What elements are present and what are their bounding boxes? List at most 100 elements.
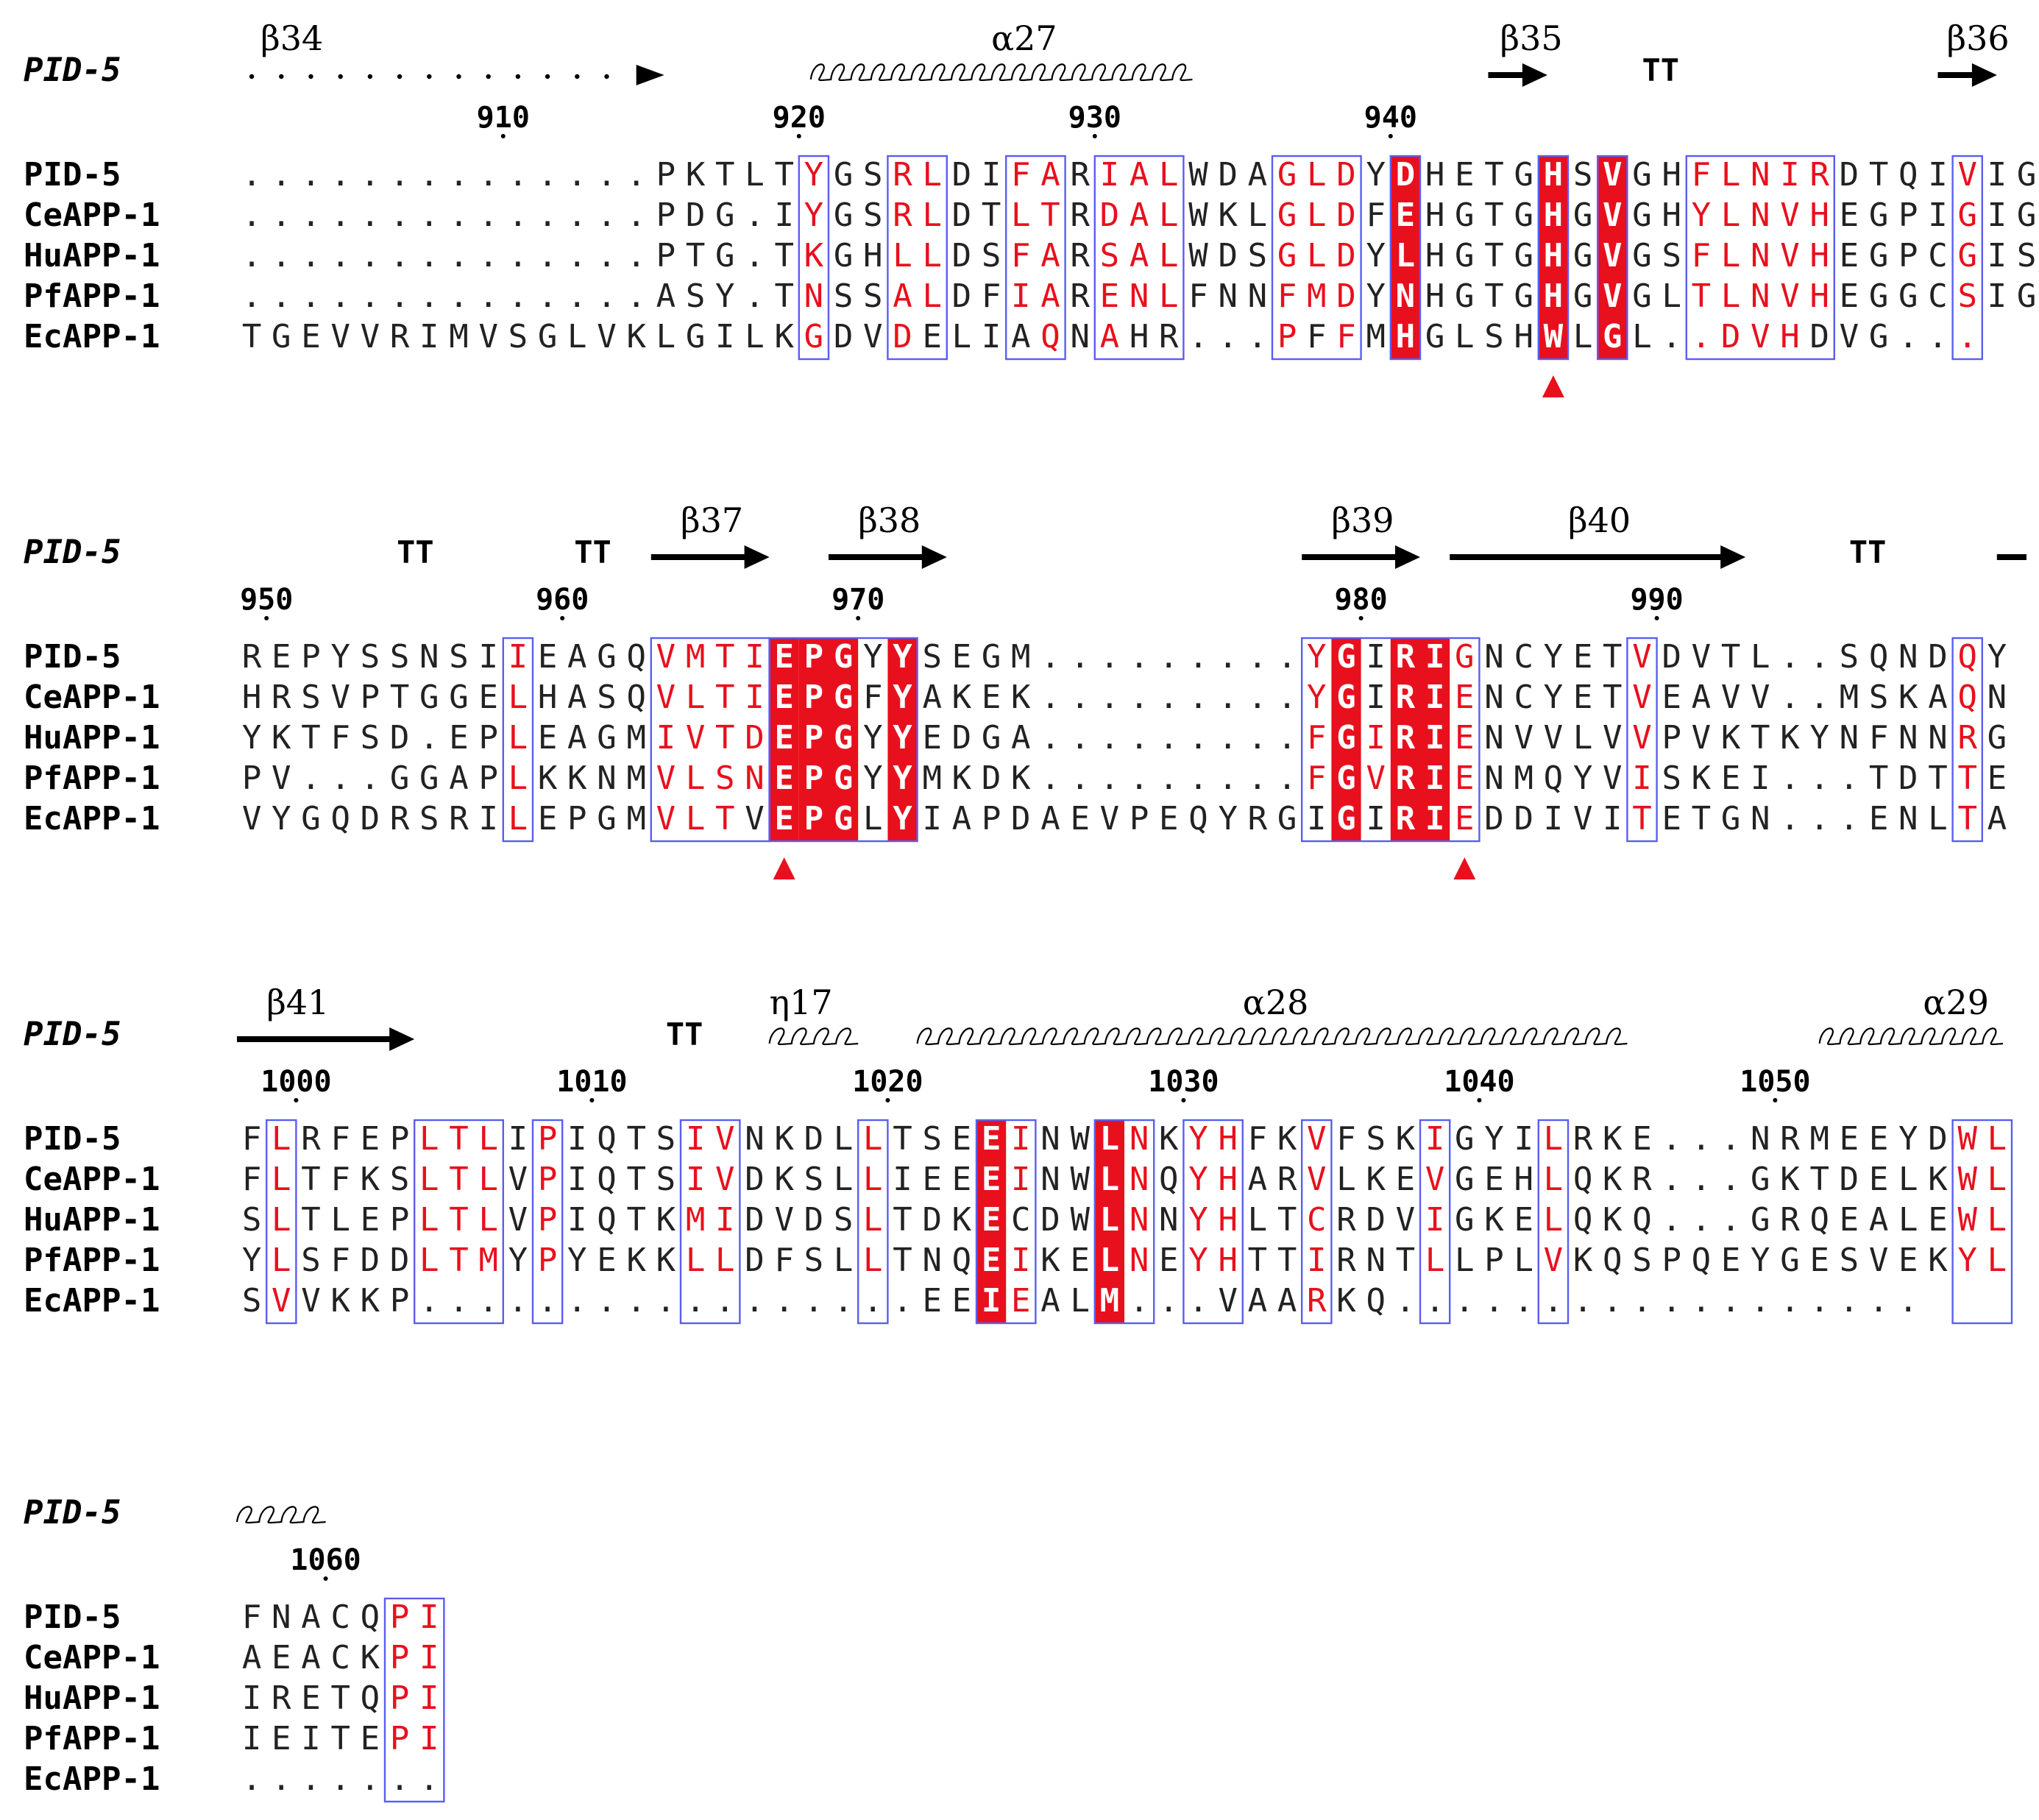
residue: T bbox=[1632, 800, 1652, 838]
residue: L bbox=[922, 237, 942, 275]
residue: E bbox=[952, 638, 972, 676]
residue: T bbox=[715, 679, 735, 716]
residue: H bbox=[1514, 1161, 1533, 1198]
residue: S bbox=[2017, 237, 2037, 275]
residue: V bbox=[656, 759, 676, 797]
residue: . bbox=[301, 1760, 321, 1798]
residue: I bbox=[567, 1161, 587, 1198]
residue: M bbox=[1809, 1120, 1829, 1158]
residue: G bbox=[804, 318, 824, 355]
residue: L bbox=[1455, 1242, 1475, 1279]
residue: G bbox=[1336, 759, 1356, 797]
residue: . bbox=[597, 156, 617, 194]
residue: L bbox=[1100, 1201, 1120, 1239]
residue: L bbox=[1159, 277, 1179, 315]
residue: Q bbox=[1040, 318, 1060, 355]
residue: D bbox=[922, 1201, 942, 1239]
residue: H bbox=[1544, 237, 1564, 275]
residue: R bbox=[390, 800, 410, 838]
sequence-name: PID-5 bbox=[24, 1120, 121, 1158]
residue: P bbox=[478, 719, 498, 757]
residue: Y bbox=[1307, 679, 1327, 716]
residue: D bbox=[952, 196, 972, 234]
conservation-box bbox=[1596, 155, 1628, 361]
residue: D bbox=[1336, 277, 1356, 315]
residue: D bbox=[1840, 1161, 1859, 1198]
residue: A bbox=[567, 638, 587, 676]
residue: I bbox=[1987, 156, 2007, 194]
residue: G bbox=[1455, 277, 1475, 315]
residue: L bbox=[863, 1161, 883, 1198]
residue: K bbox=[1780, 719, 1800, 757]
residue: R bbox=[1336, 1201, 1356, 1239]
residue: T bbox=[301, 719, 321, 757]
residue: F bbox=[1366, 196, 1386, 234]
residue: T bbox=[301, 1201, 321, 1239]
residue: Q bbox=[626, 679, 646, 716]
residue: Y bbox=[893, 759, 912, 797]
residue: Q bbox=[1603, 1242, 1623, 1279]
residue: D bbox=[745, 719, 765, 757]
residue: I bbox=[1987, 237, 2007, 275]
residue: I bbox=[1307, 800, 1327, 838]
residue: . bbox=[301, 196, 321, 234]
residue: . bbox=[508, 237, 528, 275]
residue: F bbox=[242, 1161, 262, 1198]
residue: . bbox=[567, 277, 587, 315]
residue: . bbox=[1869, 1282, 1889, 1320]
residue: D bbox=[1396, 156, 1416, 194]
ruler-tick bbox=[796, 134, 801, 138]
residue: P bbox=[390, 1282, 410, 1320]
residue: E bbox=[1455, 719, 1475, 757]
residue: I bbox=[715, 1201, 735, 1239]
conservation-box bbox=[502, 637, 534, 843]
residue: E bbox=[922, 719, 942, 757]
residue: Y bbox=[1366, 237, 1386, 275]
residue: R bbox=[1780, 1120, 1800, 1158]
residue: E bbox=[538, 719, 558, 757]
residue: E bbox=[1928, 1201, 1948, 1239]
residue: . bbox=[330, 1760, 350, 1798]
residue: . bbox=[1662, 1282, 1681, 1320]
residue: I bbox=[242, 1679, 262, 1717]
residue: T bbox=[1957, 759, 1977, 797]
residue: A bbox=[1248, 1161, 1268, 1198]
residue: I bbox=[1307, 1242, 1327, 1279]
residue: Q bbox=[361, 1679, 380, 1717]
strand-label: β36 bbox=[1947, 18, 2010, 58]
residue: A bbox=[1987, 800, 2007, 838]
structure-track-label: PID-5 bbox=[24, 52, 121, 89]
residue: L bbox=[715, 1242, 735, 1279]
residue: A bbox=[1100, 318, 1120, 355]
residue: R bbox=[1159, 318, 1179, 355]
residue: G bbox=[1632, 156, 1652, 194]
residue: I bbox=[982, 156, 1001, 194]
residue: M bbox=[478, 1242, 498, 1279]
residue: E bbox=[1159, 800, 1179, 838]
residue: T bbox=[1721, 638, 1741, 676]
residue: V bbox=[1307, 1120, 1327, 1158]
ruler-tick bbox=[1773, 1098, 1778, 1102]
residue: I bbox=[1366, 800, 1386, 838]
residue: G bbox=[1336, 719, 1356, 757]
residue: F bbox=[1336, 318, 1356, 355]
residue: S bbox=[301, 1242, 321, 1279]
residue: K bbox=[538, 759, 558, 797]
residue: G bbox=[1425, 318, 1445, 355]
residue: G bbox=[1455, 1201, 1475, 1239]
residue: L bbox=[1425, 1242, 1445, 1279]
residue: E bbox=[1159, 1242, 1179, 1279]
residue: Y bbox=[1366, 156, 1386, 194]
residue: V bbox=[1721, 679, 1741, 716]
active-site-marker bbox=[1542, 375, 1564, 397]
conservation-box bbox=[798, 155, 830, 361]
helix-label: η17 bbox=[770, 982, 833, 1022]
identical-column bbox=[829, 638, 859, 841]
residue: . bbox=[1425, 1282, 1445, 1320]
residue: W bbox=[1070, 1120, 1090, 1158]
conservation-box bbox=[1951, 1119, 2013, 1325]
residue: G bbox=[1869, 196, 1889, 234]
residue: K bbox=[686, 156, 706, 194]
